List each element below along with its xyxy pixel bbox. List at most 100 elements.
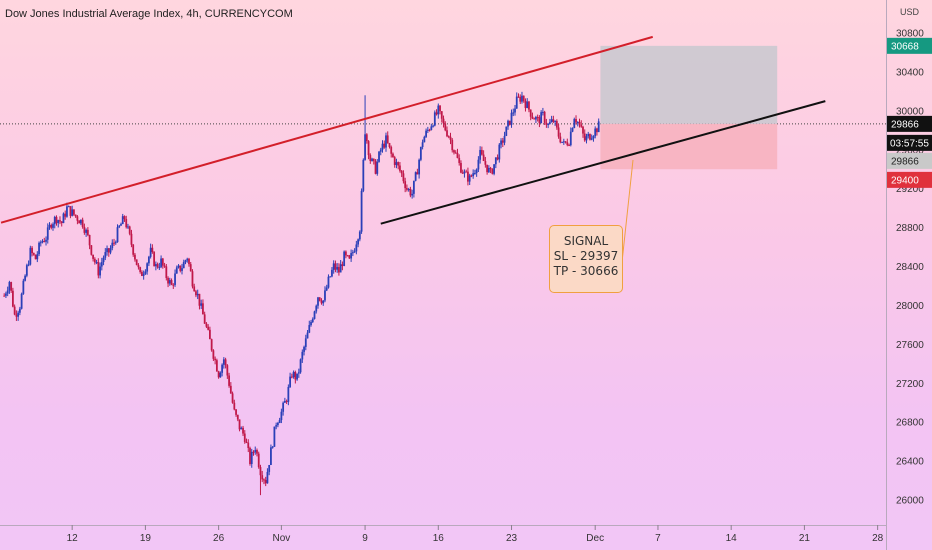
candle-body-up bbox=[275, 425, 278, 427]
candle-body-up bbox=[418, 159, 421, 175]
candle-body-down bbox=[369, 155, 372, 162]
candle-body-up bbox=[29, 247, 32, 265]
candle-body-down bbox=[229, 385, 232, 394]
candle-body-up bbox=[561, 141, 563, 143]
candle-body-up bbox=[507, 120, 509, 127]
candle-body-down bbox=[97, 262, 100, 276]
candle-body-up bbox=[477, 159, 480, 170]
candle-body-down bbox=[165, 266, 168, 278]
candle-body-down bbox=[198, 293, 201, 306]
candle-body-down bbox=[583, 133, 586, 141]
candle-body-down bbox=[264, 479, 267, 484]
candle-body-down bbox=[3, 295, 6, 297]
stop-price-tag: 29400 bbox=[891, 175, 919, 186]
candle-body-down bbox=[263, 479, 265, 481]
candle-body-up bbox=[313, 311, 316, 319]
y-tick-label: 30800 bbox=[896, 29, 924, 40]
candles-layer bbox=[3, 91, 600, 496]
candle-body-up bbox=[25, 265, 28, 276]
candle-body-down bbox=[446, 130, 448, 137]
y-tick-label: 30400 bbox=[896, 67, 924, 78]
candle-body-down bbox=[372, 158, 375, 161]
candle-body-down bbox=[242, 427, 244, 434]
candle-body-down bbox=[231, 393, 234, 403]
x-tick-label: Dec bbox=[586, 533, 604, 544]
candle-body-down bbox=[135, 259, 138, 266]
candle-body-up bbox=[411, 193, 414, 196]
candle-body-down bbox=[83, 226, 86, 233]
candle-body-up bbox=[474, 173, 476, 175]
candle-body-down bbox=[247, 442, 250, 448]
candle-body-down bbox=[491, 169, 494, 174]
candle-body-down bbox=[552, 119, 555, 122]
candle-body-up bbox=[282, 402, 285, 412]
stop-price-tag-bg bbox=[887, 171, 932, 188]
candle-body-up bbox=[301, 351, 304, 360]
candle-body-up bbox=[280, 411, 283, 421]
candle-body-up bbox=[99, 266, 101, 276]
candle-body-down bbox=[64, 213, 67, 217]
candle-body-up bbox=[79, 219, 82, 224]
candle-body-up bbox=[514, 108, 516, 113]
candle-body-down bbox=[76, 216, 79, 221]
candle-body-up bbox=[45, 239, 47, 242]
candle-body-up bbox=[278, 420, 281, 423]
candle-body-down bbox=[107, 248, 110, 253]
candle-body-up bbox=[127, 226, 129, 228]
candle-body-up bbox=[505, 126, 508, 136]
candle-body-down bbox=[123, 216, 126, 220]
candle-body-up bbox=[510, 112, 513, 125]
candle-body-up bbox=[541, 111, 544, 113]
candle-body-up bbox=[487, 167, 490, 173]
candle-body-up bbox=[353, 251, 356, 253]
candle-body-down bbox=[238, 419, 241, 430]
candle-body-up bbox=[432, 125, 434, 127]
candle-body-up bbox=[308, 325, 311, 333]
candle-body-up bbox=[66, 206, 68, 217]
candle-body-up bbox=[468, 175, 471, 182]
candle-body-up bbox=[219, 372, 222, 378]
candle-body-down bbox=[214, 358, 217, 361]
candle-body-up bbox=[287, 386, 290, 402]
candle-body-up bbox=[540, 112, 543, 124]
candle-body-down bbox=[203, 314, 206, 324]
candle-body-down bbox=[50, 224, 53, 228]
candle-body-down bbox=[32, 253, 35, 255]
candle-body-up bbox=[597, 121, 600, 133]
candle-body-up bbox=[317, 297, 319, 306]
candle-body-down bbox=[137, 265, 140, 268]
candle-body-down bbox=[235, 409, 237, 415]
candle-body-down bbox=[15, 314, 18, 317]
candle-body-down bbox=[195, 291, 197, 296]
candle-body-down bbox=[399, 165, 401, 171]
candle-body-up bbox=[494, 157, 497, 165]
candle-body-up bbox=[479, 149, 482, 160]
candle-body-down bbox=[397, 162, 400, 166]
candle-body-up bbox=[109, 248, 112, 253]
x-tick-label: 7 bbox=[655, 533, 661, 544]
current-price-tag-bg bbox=[887, 115, 932, 132]
candle-body-up bbox=[160, 258, 162, 267]
y-tick-label: 27600 bbox=[896, 340, 924, 351]
candle-body-down bbox=[285, 400, 288, 402]
candle-body-up bbox=[512, 112, 515, 114]
candle-body-up bbox=[303, 346, 305, 352]
candle-body-down bbox=[519, 96, 522, 102]
entry-price-tag: 29866 bbox=[891, 156, 919, 167]
candle-body-up bbox=[181, 268, 183, 271]
candle-body-up bbox=[587, 133, 590, 137]
candle-body-up bbox=[270, 447, 272, 465]
candle-body-down bbox=[318, 297, 321, 301]
candle-body-down bbox=[93, 258, 96, 263]
candle-body-down bbox=[130, 233, 133, 245]
target-price-tag-bg bbox=[887, 37, 932, 54]
y-tick-label: 30000 bbox=[896, 106, 924, 117]
candle-body-up bbox=[100, 262, 103, 267]
candle-body-up bbox=[18, 308, 21, 313]
candle-body-down bbox=[341, 264, 344, 266]
candle-body-up bbox=[324, 290, 326, 301]
candle-body-down bbox=[128, 226, 131, 234]
candle-body-up bbox=[104, 252, 107, 258]
candle-body-down bbox=[60, 221, 63, 224]
